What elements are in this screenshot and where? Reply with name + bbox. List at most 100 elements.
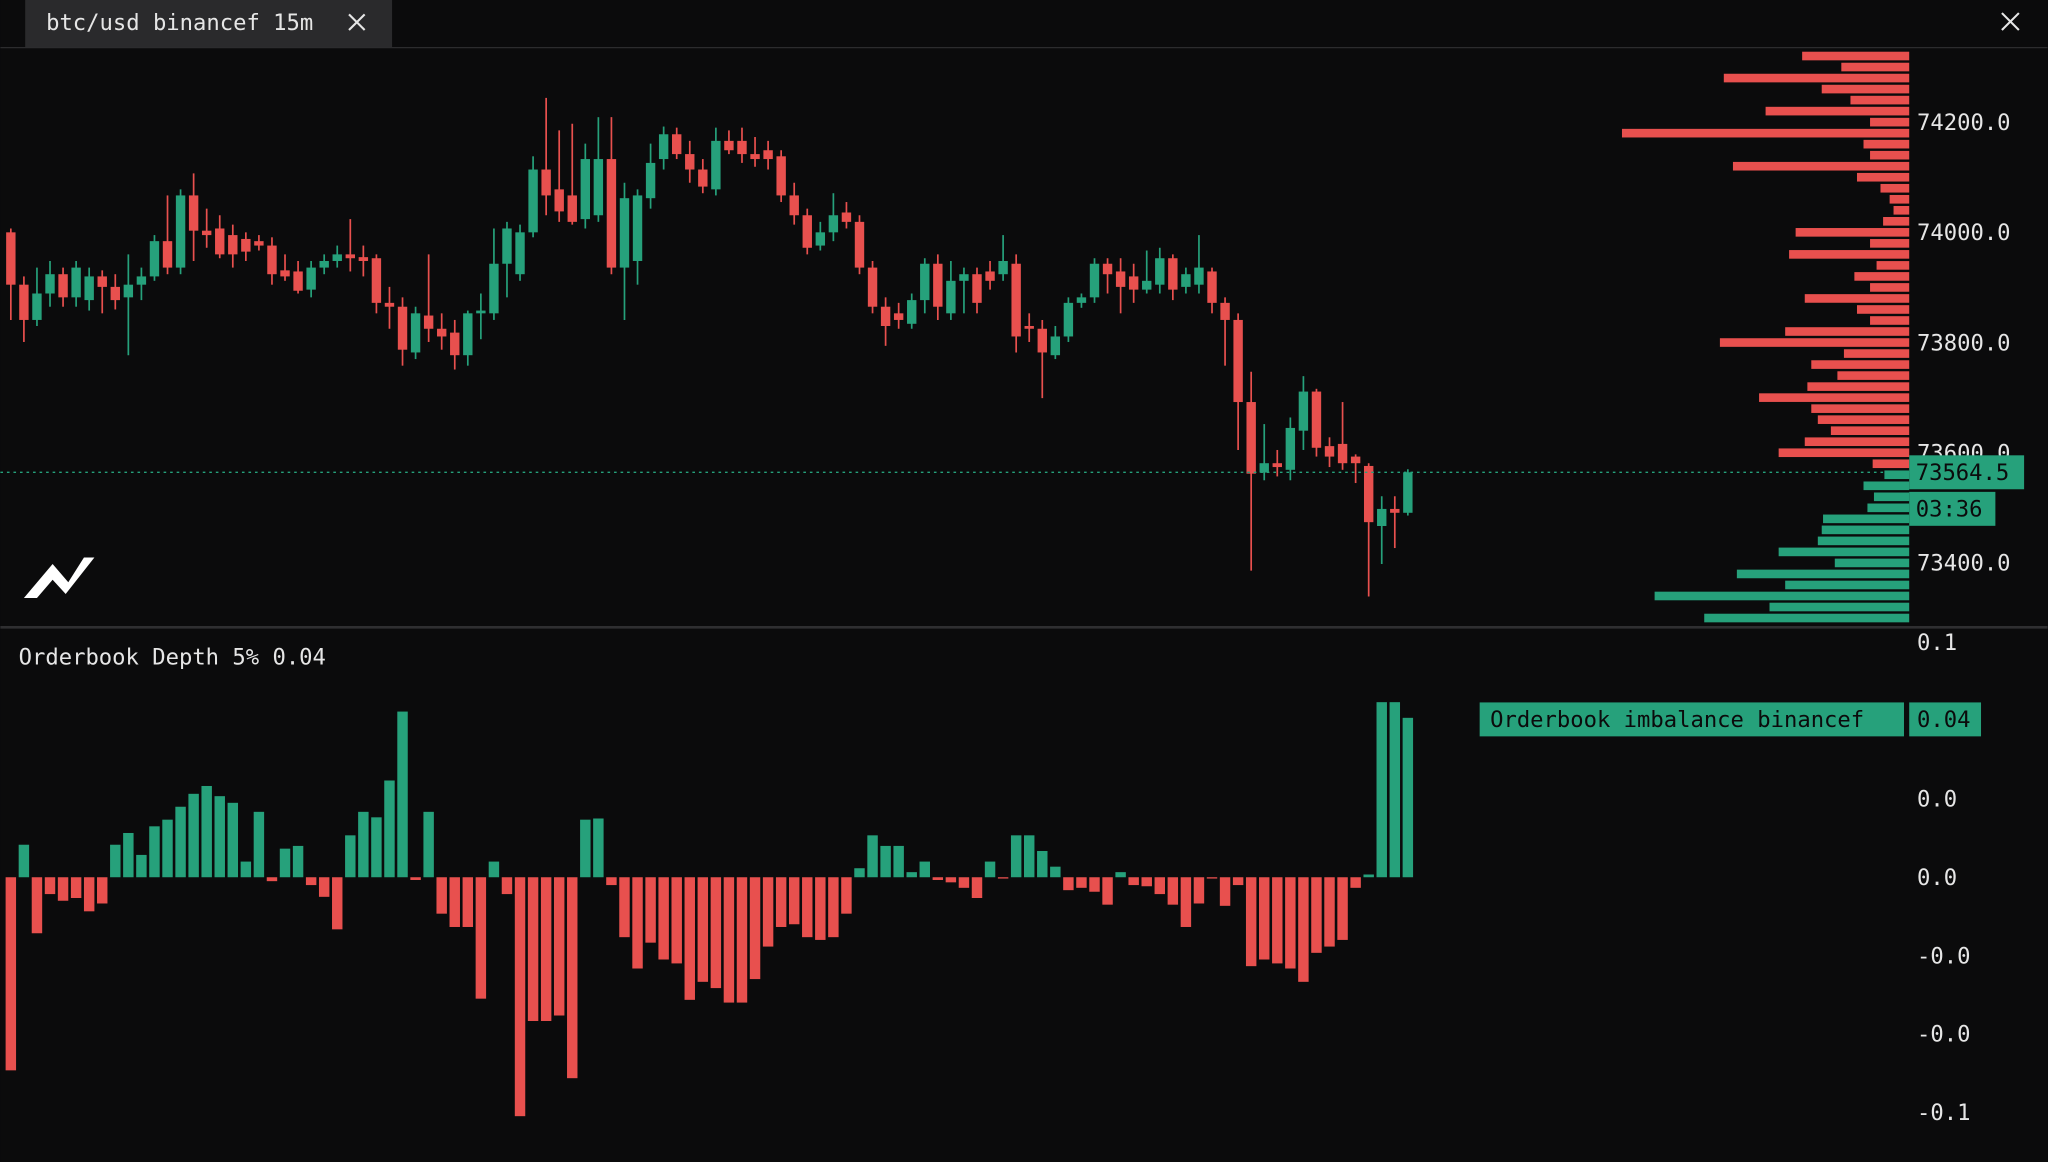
candle-body <box>1285 427 1296 470</box>
depth-bar <box>1856 172 1910 182</box>
tab-close[interactable] <box>348 13 366 31</box>
depth-bar <box>1817 415 1910 424</box>
candle-body <box>450 332 460 356</box>
y-tick-label: 0.0 <box>1917 787 1957 813</box>
candle-body <box>84 276 94 301</box>
imbalance-bar <box>397 711 408 878</box>
candle-body <box>959 274 969 281</box>
imbalance-bar <box>1167 877 1179 905</box>
imbalance-bar <box>958 877 970 888</box>
depth-bar <box>1870 239 1910 248</box>
candle-body <box>1259 463 1269 473</box>
y-tick-label: -0.0 <box>1917 943 1970 969</box>
candle-body <box>201 230 212 236</box>
candle-body <box>1207 271 1217 303</box>
imbalance-bar <box>723 877 735 1003</box>
candle-body <box>280 270 290 277</box>
candle-body <box>1128 276 1139 290</box>
candle-body <box>1390 508 1400 513</box>
candle-body <box>97 276 107 287</box>
imbalance-bar <box>567 877 578 1079</box>
imbalance-bar <box>1206 877 1218 879</box>
imbalance-bar <box>867 835 878 878</box>
imbalance-bar <box>1337 877 1348 940</box>
candle-body <box>489 263 499 314</box>
candle-body <box>698 169 708 187</box>
imbalance-bar <box>1050 866 1061 878</box>
depth-bar <box>1889 194 1910 204</box>
candle-body <box>228 235 238 255</box>
candle-body <box>1246 402 1256 474</box>
window-close[interactable] <box>2001 12 2020 31</box>
candle-body <box>358 257 369 261</box>
candle-body <box>1037 328 1047 353</box>
depth-bar <box>1863 139 1910 149</box>
candle-body <box>933 263 943 307</box>
imbalance-bar <box>1376 702 1387 878</box>
imbalance-bar <box>697 877 709 982</box>
candle-body <box>1089 263 1100 298</box>
imbalance-bar <box>671 877 682 964</box>
imbalance-bar <box>31 877 43 934</box>
last-price-tag <box>1909 455 2025 490</box>
candle-body <box>175 195 186 268</box>
candle-body <box>802 215 812 248</box>
candle-body <box>580 159 591 220</box>
imbalance-bar <box>1272 877 1283 964</box>
depth-bar <box>1732 161 1910 171</box>
y-tick-label: 74000.0 <box>1917 220 2011 246</box>
candle-body <box>1181 274 1191 287</box>
candle-body <box>110 286 120 301</box>
imbalance-bar <box>1389 702 1401 878</box>
depth-bar <box>1769 602 1910 612</box>
imbalance-bar <box>736 877 748 1003</box>
imbalance-bar <box>1298 877 1309 982</box>
candle-body <box>946 280 956 314</box>
candle-body <box>1050 336 1061 356</box>
depth-bar <box>1876 261 1910 270</box>
current-value-tag <box>1909 702 1982 737</box>
depth-bar <box>1830 426 1910 435</box>
candle-body <box>332 254 342 261</box>
imbalance-bar <box>292 845 304 878</box>
imbalance-bar <box>1350 877 1361 888</box>
imbalance-bar <box>645 877 656 943</box>
imbalance-bar <box>436 877 447 914</box>
candle-body <box>763 150 773 160</box>
imbalance-bar <box>775 877 787 927</box>
candle-body <box>920 263 930 301</box>
imbalance-bar <box>514 877 526 1117</box>
candle-body <box>1220 302 1230 320</box>
depth-bar <box>1789 250 1910 259</box>
depth-bar <box>1873 492 1910 502</box>
imbalance-bar <box>788 877 800 925</box>
imbalance-bar <box>83 877 95 912</box>
candle-body <box>632 195 643 261</box>
candle-body <box>1142 280 1152 290</box>
candle-body <box>893 313 904 320</box>
legend-label: Orderbook imbalance binancef <box>1490 707 1864 733</box>
imbalance-bar <box>1063 877 1074 891</box>
candle-body <box>123 284 134 298</box>
tab[interactable] <box>25 0 393 48</box>
imbalance-bar <box>175 806 186 878</box>
imbalance-bar <box>1402 717 1414 878</box>
depth-bar <box>1837 371 1910 380</box>
imbalance-bar <box>540 877 552 1021</box>
depth-bar <box>1719 338 1910 347</box>
depth-bar <box>1785 580 1910 590</box>
candle-body <box>149 241 160 277</box>
candle-body <box>1363 465 1374 523</box>
logo <box>23 557 95 598</box>
candle-body <box>985 271 995 281</box>
imbalance-bar <box>279 848 291 878</box>
depth-bar <box>1870 283 1910 292</box>
imbalance-bar <box>632 877 643 969</box>
imbalance-bar <box>410 877 421 880</box>
depth-bar <box>1863 481 1910 491</box>
imbalance-bar <box>906 872 917 878</box>
depth-bar <box>1884 470 1910 480</box>
imbalance-bar <box>201 785 212 878</box>
